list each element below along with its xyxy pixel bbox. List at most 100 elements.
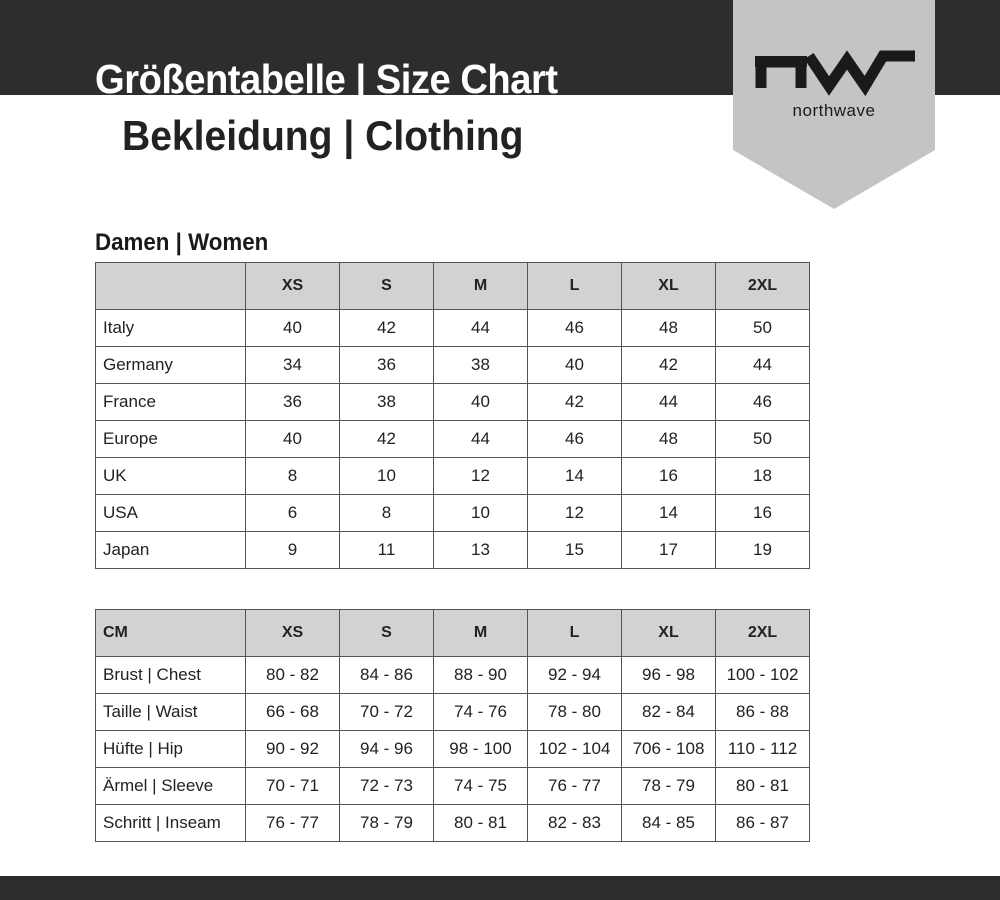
table-cell: 17 <box>621 531 716 569</box>
table-cell: 98 - 100 <box>433 730 528 768</box>
table-cell: 92 - 94 <box>527 656 622 694</box>
table-cell: 14 <box>621 494 716 532</box>
table-cell: 42 <box>339 309 434 347</box>
column-header: M <box>433 609 528 657</box>
table-row: Italy 40 42 44 46 48 50 <box>95 309 810 347</box>
table-cell: 16 <box>621 457 716 495</box>
title-clip: Größentabelle | Size Chart <box>95 0 715 95</box>
table-cell: 6 <box>245 494 340 532</box>
table-cell: 110 - 112 <box>715 730 810 768</box>
row-label: Taille | Waist <box>95 693 246 731</box>
table-cell: 11 <box>339 531 434 569</box>
column-header: L <box>527 609 622 657</box>
table-cell: 46 <box>527 420 622 458</box>
table-cell: 19 <box>715 531 810 569</box>
cm-measurements-table: CM XS S M L XL 2XL Brust | Chest 80 - 82 8… <box>95 609 810 842</box>
table-cell: 42 <box>339 420 434 458</box>
table-cell: 90 - 92 <box>245 730 340 768</box>
table-cell: 44 <box>715 346 810 384</box>
corner-cell <box>95 262 246 310</box>
table-cell: 10 <box>433 494 528 532</box>
table-cell: 78 - 80 <box>527 693 622 731</box>
row-label: USA <box>95 494 246 532</box>
table-cell: 12 <box>527 494 622 532</box>
page-title: Größentabelle | Size Chart <box>95 56 558 95</box>
corner-cell: CM <box>95 609 246 657</box>
table-row: France 36 38 40 42 44 46 <box>95 383 810 421</box>
table-row: Europe 40 42 44 46 48 50 <box>95 420 810 458</box>
table-cell: 42 <box>527 383 622 421</box>
table-cell: 9 <box>245 531 340 569</box>
row-label: Germany <box>95 346 246 384</box>
table-cell: 72 - 73 <box>339 767 434 805</box>
table-row: Hüfte | Hip 90 - 92 94 - 96 98 - 100 102 - 1… <box>95 730 810 768</box>
table-cell: 12 <box>433 457 528 495</box>
table-row: Schritt | Inseam 76 - 77 78 - 79 80 - 81 82 … <box>95 804 810 842</box>
table-cell: 100 - 102 <box>715 656 810 694</box>
table-cell: 96 - 98 <box>621 656 716 694</box>
column-header: M <box>433 262 528 310</box>
table-cell: 13 <box>433 531 528 569</box>
table-header-row: XS S M L XL 2XL <box>95 262 810 310</box>
column-header: XL <box>621 262 716 310</box>
table-cell: 44 <box>433 309 528 347</box>
column-header: S <box>339 262 434 310</box>
table-cell: 82 - 84 <box>621 693 716 731</box>
table-cell: 86 - 88 <box>715 693 810 731</box>
page-subtitle: Bekleidung | Clothing <box>122 112 524 159</box>
table-cell: 40 <box>433 383 528 421</box>
table-header-row: CM XS S M L XL 2XL <box>95 609 810 657</box>
column-header: 2XL <box>715 262 810 310</box>
table-cell: 76 - 77 <box>527 767 622 805</box>
row-label: Ärmel | Sleeve <box>95 767 246 805</box>
table-cell: 70 - 72 <box>339 693 434 731</box>
table-cell: 80 - 81 <box>715 767 810 805</box>
table-cell: 40 <box>527 346 622 384</box>
table-cell: 38 <box>339 383 434 421</box>
table-cell: 10 <box>339 457 434 495</box>
table-cell: 14 <box>527 457 622 495</box>
column-header: 2XL <box>715 609 810 657</box>
table-cell: 15 <box>527 531 622 569</box>
row-label: Hüfte | Hip <box>95 730 246 768</box>
table-cell: 46 <box>715 383 810 421</box>
column-header: L <box>527 262 622 310</box>
table-row: Ärmel | Sleeve 70 - 71 72 - 73 74 - 75 76 - … <box>95 767 810 805</box>
table-cell: 706 - 108 <box>621 730 716 768</box>
column-header: XS <box>245 609 340 657</box>
table-cell: 16 <box>715 494 810 532</box>
table-cell: 70 - 71 <box>245 767 340 805</box>
table-cell: 46 <box>527 309 622 347</box>
table-row: Japan 9 11 13 15 17 19 <box>95 531 810 569</box>
table-cell: 18 <box>715 457 810 495</box>
northwave-logo: northwave <box>733 0 935 210</box>
row-label: Europe <box>95 420 246 458</box>
column-header: XS <box>245 262 340 310</box>
row-label: Japan <box>95 531 246 569</box>
table-cell: 76 - 77 <box>245 804 340 842</box>
table-cell: 78 - 79 <box>339 804 434 842</box>
table-cell: 34 <box>245 346 340 384</box>
table-cell: 36 <box>245 383 340 421</box>
table-cell: 86 - 87 <box>715 804 810 842</box>
table-cell: 88 - 90 <box>433 656 528 694</box>
row-label: Schritt | Inseam <box>95 804 246 842</box>
table-cell: 44 <box>621 383 716 421</box>
table-row: Taille | Waist 66 - 68 70 - 72 74 - 76 78 - … <box>95 693 810 731</box>
table-row: UK 8 10 12 14 16 18 <box>95 457 810 495</box>
table-cell: 102 - 104 <box>527 730 622 768</box>
table-cell: 48 <box>621 420 716 458</box>
table-cell: 44 <box>433 420 528 458</box>
table-cell: 94 - 96 <box>339 730 434 768</box>
table-cell: 50 <box>715 420 810 458</box>
table-cell: 48 <box>621 309 716 347</box>
table-cell: 50 <box>715 309 810 347</box>
row-label: France <box>95 383 246 421</box>
table-cell: 66 - 68 <box>245 693 340 731</box>
table-row: Germany 34 36 38 40 42 44 <box>95 346 810 384</box>
table-cell: 8 <box>339 494 434 532</box>
bottom-band <box>0 876 1000 900</box>
size-conversion-table: XS S M L XL 2XL Italy 40 42 44 46 48 50 Germany… <box>95 262 810 569</box>
logo-wordmark: northwave <box>792 101 876 120</box>
row-label: Brust | Chest <box>95 656 246 694</box>
